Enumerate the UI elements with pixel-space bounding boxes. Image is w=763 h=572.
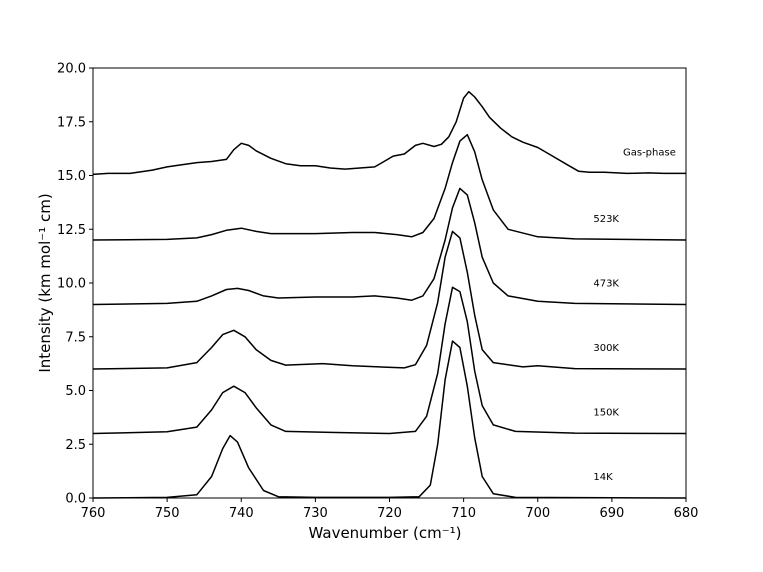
series-labels: 14K 150K 300K 473K 523K Gas-phase xyxy=(593,147,676,483)
series-lines xyxy=(92,90,687,499)
y-tick-label: 0.0 xyxy=(65,492,86,507)
y-tick-label: 12.5 xyxy=(57,223,86,238)
y-axis: 0.0 2.5 5.0 7.5 10.0 12.5 15.0 17.5 20.0 xyxy=(57,62,93,507)
x-tick-label: 710 xyxy=(451,506,476,521)
series-label: 14K xyxy=(593,472,613,483)
x-tick-label: 750 xyxy=(155,506,180,521)
series-line-523k xyxy=(92,133,687,241)
series-line-14k xyxy=(92,340,687,499)
x-tick-label: 690 xyxy=(599,506,624,521)
x-tick-label: 740 xyxy=(229,506,254,521)
series-line-150k xyxy=(92,286,687,435)
series-label: Gas-phase xyxy=(623,147,676,158)
series-label: 300K xyxy=(593,343,619,354)
series-line-473k xyxy=(92,187,687,306)
x-axis: 760 750 740 730 720 710 700 690 680 xyxy=(81,498,699,521)
y-tick-label: 20.0 xyxy=(57,62,86,77)
y-tick-label: 2.5 xyxy=(65,438,86,453)
x-axis-title: Wavenumber (cm⁻¹) xyxy=(309,524,462,542)
x-tick-label: 680 xyxy=(674,506,699,521)
y-axis-title: Intensity (km mol⁻¹ cm) xyxy=(36,193,54,372)
y-tick-label: 5.0 xyxy=(65,384,86,399)
x-tick-label: 730 xyxy=(303,506,328,521)
x-tick-label: 760 xyxy=(81,506,106,521)
series-label: 473K xyxy=(593,279,619,290)
x-tick-label: 720 xyxy=(377,506,402,521)
series-line-gas-phase xyxy=(92,90,686,176)
series-label: 150K xyxy=(593,408,619,419)
y-tick-label: 15.0 xyxy=(57,169,86,184)
x-tick-label: 700 xyxy=(525,506,550,521)
y-tick-label: 7.5 xyxy=(65,330,86,345)
series-label: 523K xyxy=(593,214,619,225)
series-line-300k xyxy=(92,230,687,370)
y-tick-label: 10.0 xyxy=(57,277,86,292)
y-tick-label: 17.5 xyxy=(57,115,86,130)
